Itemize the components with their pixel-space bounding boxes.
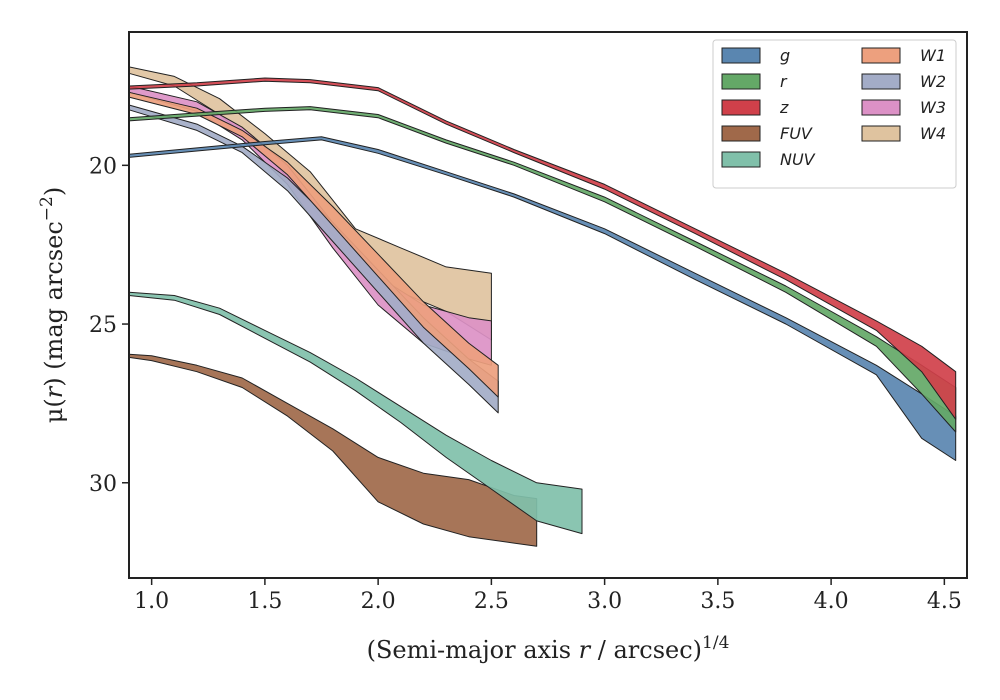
legend-label-w4: W4	[920, 124, 946, 143]
y-tick-label: 25	[89, 313, 117, 338]
x-axis-label: (Semi-major axis r / arcsec)1/4	[367, 633, 730, 664]
legend-swatch-w3	[861, 99, 901, 116]
legend-swatch-w4	[861, 125, 901, 142]
legend-label-w2: W2	[920, 72, 946, 91]
legend: grz FUV NUV W1 W2 W3 W4	[712, 39, 957, 189]
x-tick-label: 1.0	[134, 589, 169, 614]
profile-bands	[128, 66, 957, 547]
band-r	[128, 106, 957, 433]
y-tick-label: 20	[89, 154, 117, 179]
legend-label-z: z	[779, 98, 789, 117]
legend-swatch-fuv	[721, 125, 761, 142]
x-tick-label: 2.5	[474, 589, 509, 614]
y-tick-label: 30	[89, 472, 117, 497]
y-axis-label: μ(r) (mag arcsec−2)	[37, 187, 68, 424]
band-w1	[128, 91, 499, 398]
x-tick-label: 4.0	[814, 589, 849, 614]
legend-swatch-g	[721, 47, 761, 64]
legend-label-g: g	[780, 46, 790, 65]
x-tick-label: 3.0	[587, 589, 622, 614]
legend-label-fuv: FUV	[780, 124, 813, 143]
legend-swatch-r	[721, 73, 761, 90]
band-fuv	[128, 353, 538, 547]
legend-swatch-z	[721, 99, 761, 116]
x-tick-label: 1.5	[247, 589, 282, 614]
band-z	[128, 77, 957, 420]
x-tick-label: 3.5	[700, 589, 735, 614]
band-g	[128, 136, 957, 461]
legend-swatch-nuv	[721, 151, 761, 168]
band-nuv	[128, 291, 583, 535]
legend-swatch-w1	[861, 47, 901, 64]
x-tick-label: 2.0	[361, 589, 396, 614]
x-tick-label: 4.5	[927, 589, 962, 614]
legend-label-r: r	[780, 72, 788, 91]
legend-label-w3: W3	[920, 98, 946, 117]
legend-swatch-w2	[861, 73, 901, 90]
axis-ticks: 1.0 1.5 2.0 2.5 3.0 3.5 4.0 4.5 20 25 30	[89, 154, 962, 614]
legend-label-nuv: NUV	[780, 150, 816, 169]
plot-frame	[128, 31, 968, 579]
legend-label-w1: W1	[920, 46, 946, 65]
band-w2	[128, 104, 499, 414]
